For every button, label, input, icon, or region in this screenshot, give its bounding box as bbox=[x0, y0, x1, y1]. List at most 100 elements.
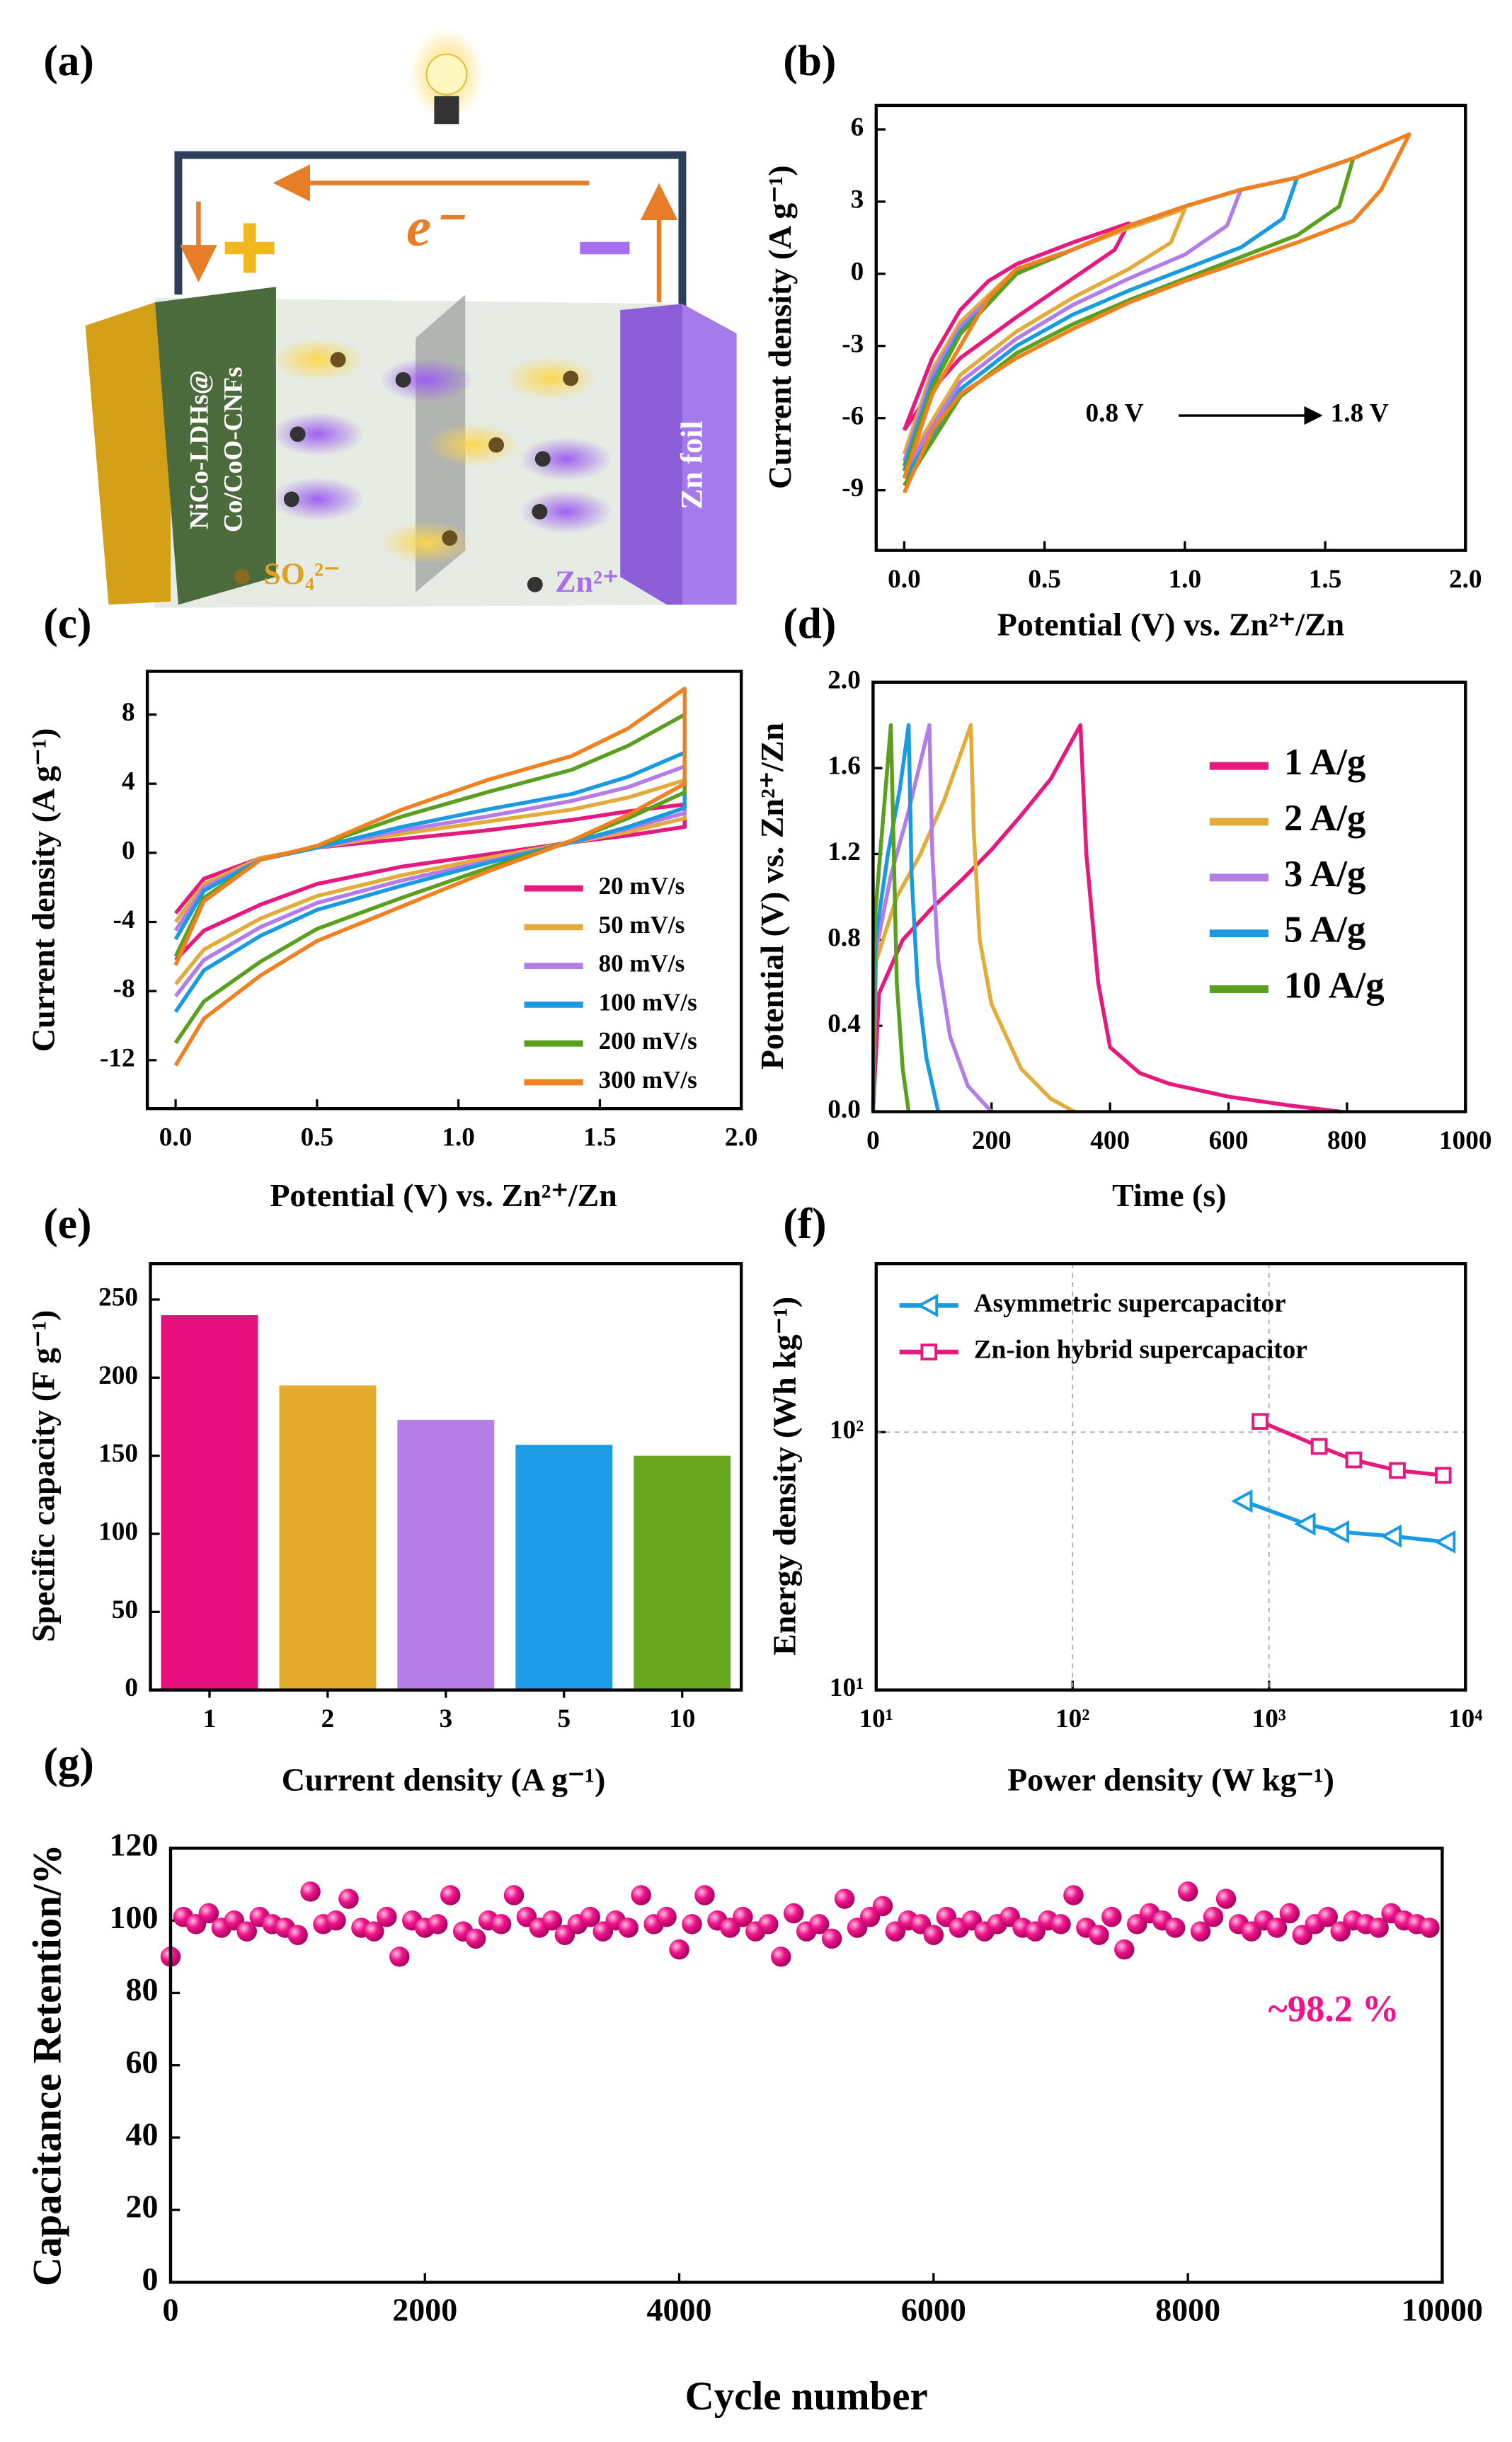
x-tick-label: 8000 bbox=[1155, 2292, 1220, 2328]
legend-label: 100 mV/s bbox=[599, 988, 697, 1016]
point bbox=[1114, 1939, 1135, 1960]
point bbox=[923, 1925, 944, 1945]
y-axis-label: Current density (A g⁻¹) bbox=[762, 165, 798, 489]
legend-label: 3 A/g bbox=[1284, 854, 1365, 895]
point bbox=[1252, 1413, 1268, 1430]
y-tick-label: 120 bbox=[109, 1827, 158, 1863]
y-axis-label: Specific capacity (F g⁻¹) bbox=[25, 1310, 61, 1642]
point bbox=[503, 1885, 525, 1905]
plot-frame bbox=[149, 1262, 743, 1692]
point bbox=[1215, 1888, 1237, 1909]
point bbox=[821, 1928, 842, 1949]
x-tick-label: 1.0 bbox=[1169, 565, 1202, 594]
y-tick-label: 10² bbox=[830, 1416, 864, 1445]
x-tick-label: 800 bbox=[1327, 1126, 1367, 1155]
panel-label: (b) bbox=[783, 37, 836, 85]
point bbox=[1419, 1918, 1440, 1938]
y-tick-label: 2.0 bbox=[827, 665, 861, 694]
y-axis-label: Potential (V) vs. Zn²⁺/Zn bbox=[754, 723, 790, 1070]
point bbox=[338, 1888, 359, 1909]
y-tick-label: 100 bbox=[109, 1899, 158, 1935]
y-tick-label: 0.0 bbox=[827, 1095, 861, 1124]
bulb-base bbox=[434, 96, 459, 125]
plot-frame bbox=[874, 1262, 1467, 1692]
point bbox=[1317, 1906, 1338, 1927]
panel-label: (c) bbox=[43, 600, 91, 648]
y-tick-label: 0 bbox=[122, 836, 135, 865]
x-tick-label: 2 bbox=[321, 1704, 335, 1733]
diagram: (a) e⁻ NiCo-LDHs@ Co/CoO-CNFs Zn foil SO… bbox=[43, 28, 737, 608]
y-tick-label: 0.8 bbox=[827, 923, 861, 952]
anode-face bbox=[620, 304, 682, 605]
panel-label: (g) bbox=[43, 1739, 94, 1787]
point bbox=[491, 1914, 512, 1934]
plot-frame bbox=[168, 1846, 1444, 2284]
y-axis-label: Capacitance Retention/% bbox=[25, 1844, 69, 2286]
point bbox=[1434, 1530, 1456, 1554]
point bbox=[377, 1906, 397, 1927]
legend-marker bbox=[920, 1343, 938, 1360]
legend-label: Zn-ion hybrid supercapacitor bbox=[974, 1336, 1307, 1365]
legend-label: 300 mV/s bbox=[599, 1066, 697, 1094]
point bbox=[236, 1921, 258, 1942]
x-tick-label: 1.0 bbox=[442, 1123, 475, 1152]
current-collector bbox=[85, 302, 171, 605]
y-tick-label: 0 bbox=[851, 257, 864, 286]
y-tick-label: 40 bbox=[125, 2116, 158, 2152]
annotation: ~98.2 % bbox=[1268, 1988, 1399, 2029]
x-tick-label: 10³ bbox=[1252, 1704, 1286, 1733]
plus-sign bbox=[224, 223, 275, 273]
point bbox=[465, 1928, 486, 1949]
anion-label: SO₄²⁻ bbox=[263, 557, 340, 591]
x-axis-label: Time (s) bbox=[1112, 1177, 1226, 1213]
x-tick-label: 400 bbox=[1090, 1126, 1130, 1155]
bar bbox=[515, 1445, 613, 1690]
plot-frame bbox=[874, 103, 1467, 552]
y-tick-label: 80 bbox=[125, 1971, 158, 2007]
x-tick-label: 4000 bbox=[647, 2292, 712, 2328]
series-line bbox=[902, 176, 1300, 480]
point bbox=[1231, 1489, 1253, 1513]
point bbox=[1345, 1451, 1363, 1469]
x-tick-label: 10000 bbox=[1402, 2292, 1483, 2328]
y-axis-label: Current density (A g⁻¹) bbox=[25, 728, 61, 1053]
point bbox=[1190, 1921, 1211, 1942]
point bbox=[1101, 1906, 1122, 1927]
cation-icon bbox=[527, 576, 543, 592]
y-tick-label: 200 bbox=[98, 1361, 138, 1390]
point bbox=[758, 1914, 779, 1934]
bar bbox=[161, 1315, 258, 1690]
point bbox=[542, 1910, 563, 1931]
y-axis-label: Energy density (Wh kg⁻¹) bbox=[766, 1297, 802, 1656]
series-line bbox=[871, 723, 1341, 1114]
plot-frame bbox=[871, 680, 1467, 1113]
x-axis-label: Cycle number bbox=[685, 2374, 928, 2419]
y-tick-label: 0 bbox=[125, 1673, 138, 1702]
point bbox=[783, 1903, 804, 1924]
point bbox=[1294, 1512, 1316, 1536]
legend-marker bbox=[917, 1293, 939, 1317]
legend-label: 10 A/g bbox=[1284, 965, 1385, 1007]
point bbox=[631, 1885, 651, 1905]
x-tick-label: 0 bbox=[162, 2292, 178, 2328]
x-tick-label: 600 bbox=[1209, 1126, 1249, 1155]
point bbox=[834, 1888, 855, 1909]
point bbox=[669, 1939, 689, 1960]
plot-frame bbox=[145, 670, 743, 1111]
point bbox=[326, 1910, 346, 1931]
point bbox=[1389, 1462, 1406, 1479]
bar bbox=[634, 1455, 731, 1690]
point bbox=[1368, 1918, 1389, 1938]
x-tick-label: 1000 bbox=[1439, 1126, 1491, 1155]
y-tick-label: -8 bbox=[113, 975, 135, 1004]
point bbox=[198, 1903, 219, 1924]
anion-icon bbox=[234, 568, 250, 585]
bulb bbox=[425, 53, 468, 96]
point bbox=[580, 1906, 601, 1927]
y-tick-label: 10¹ bbox=[830, 1673, 864, 1702]
point bbox=[1203, 1906, 1224, 1927]
y-tick-label: 60 bbox=[125, 2043, 158, 2080]
point bbox=[1279, 1903, 1300, 1924]
point bbox=[1327, 1520, 1350, 1544]
